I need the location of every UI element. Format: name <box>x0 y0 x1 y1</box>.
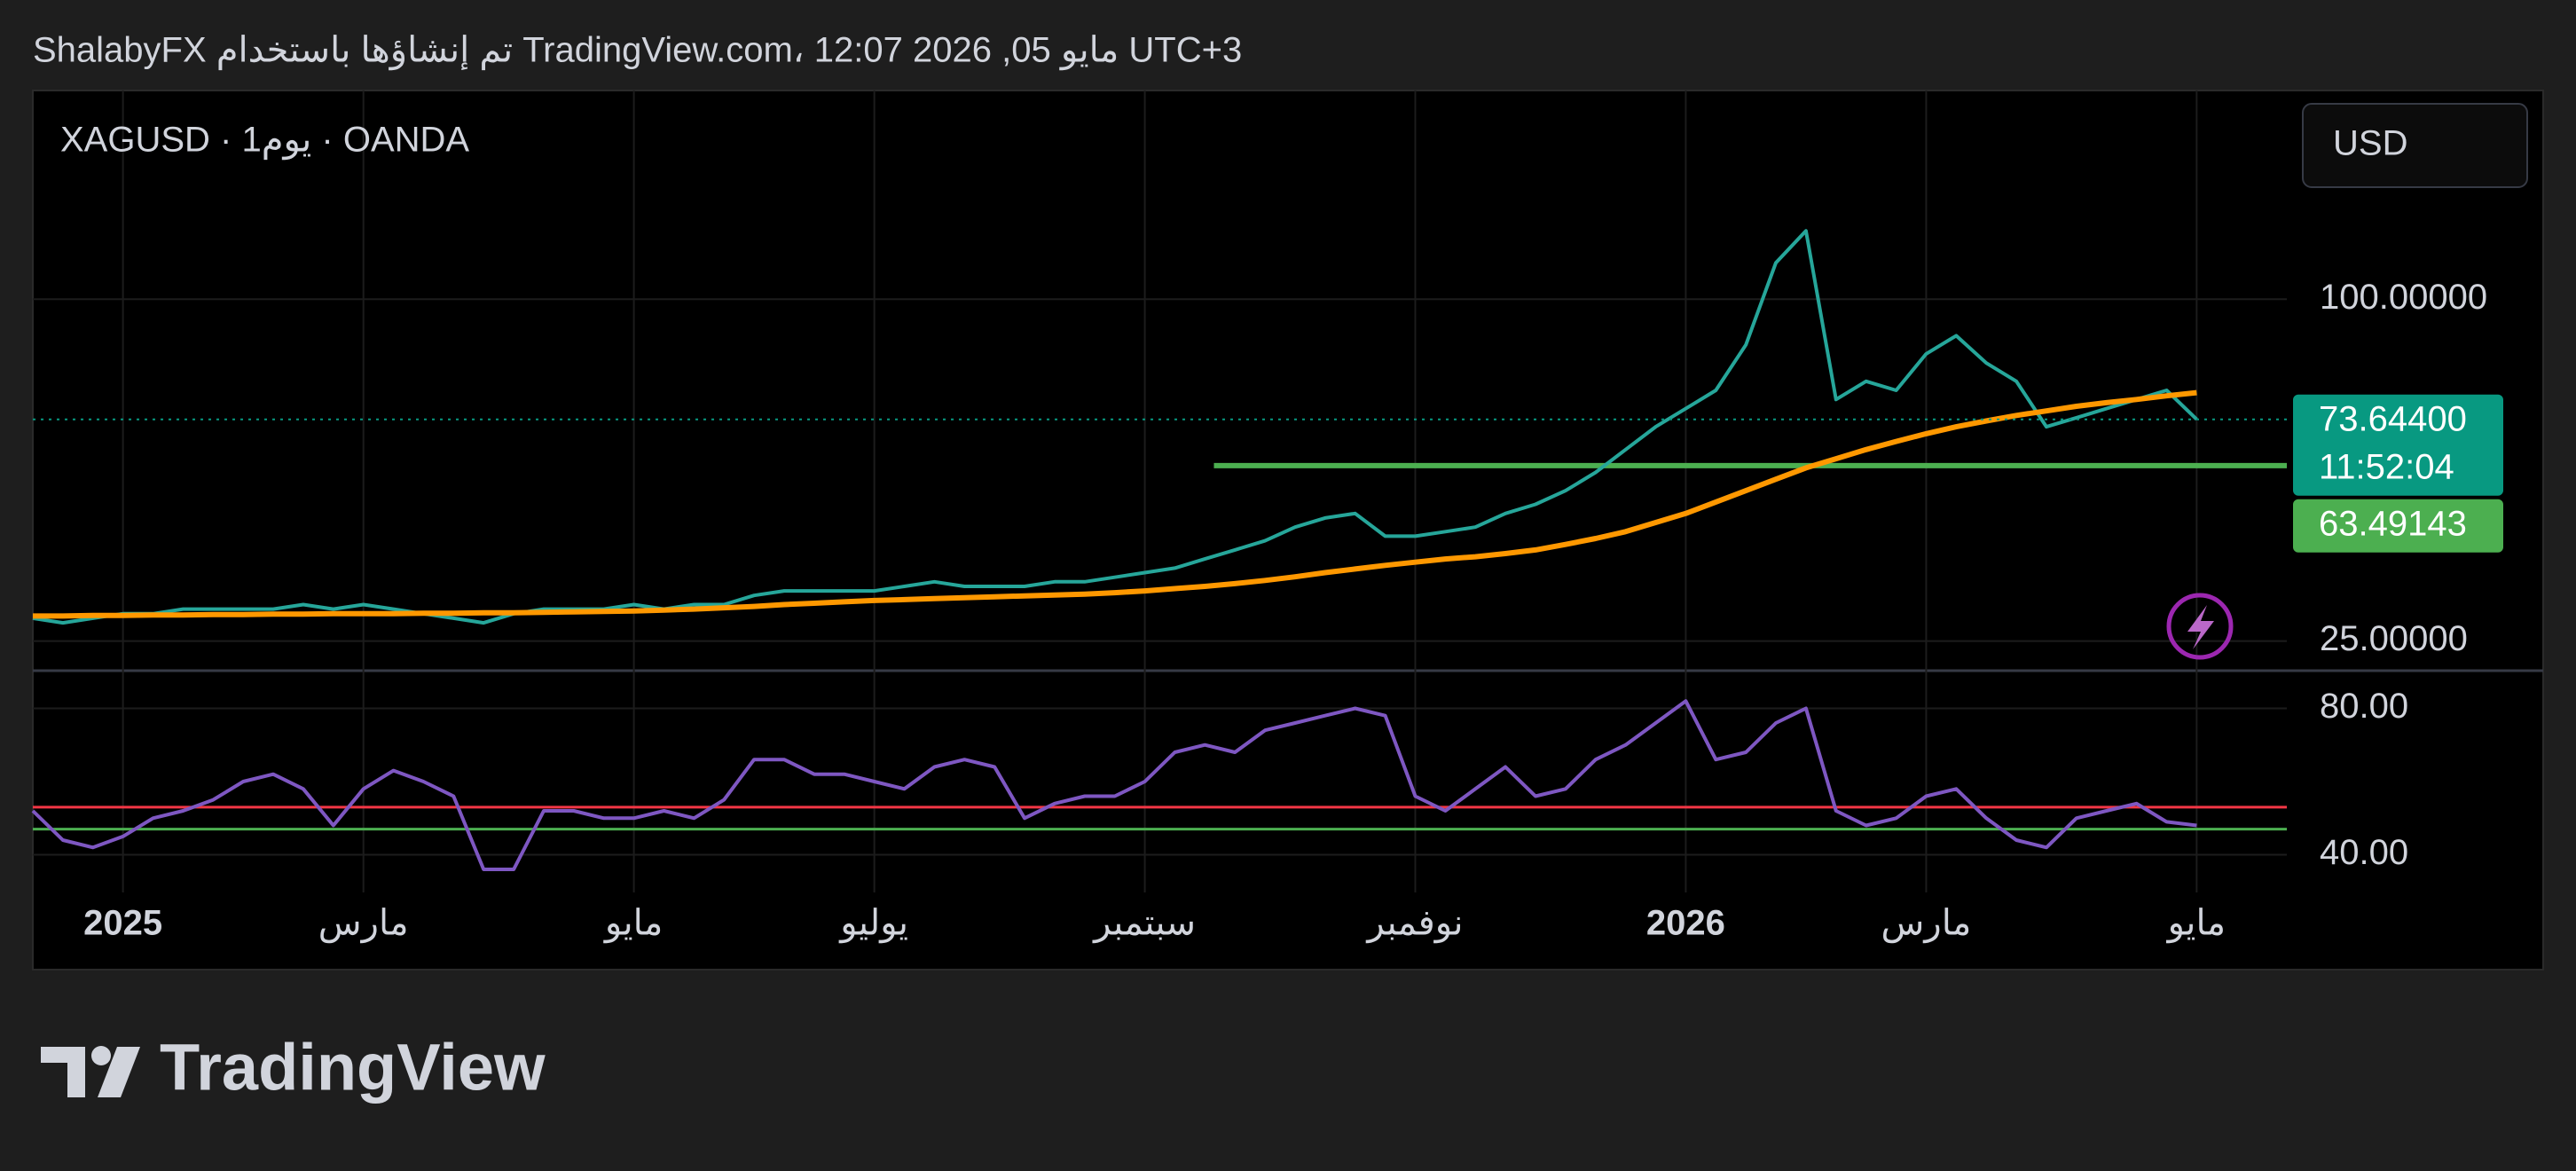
y-tick-label: 25.00000 <box>2320 619 2468 658</box>
y-tick-label: 80.00 <box>2320 687 2408 726</box>
x-tick-label: 2026 <box>1646 904 1725 943</box>
marks <box>31 229 2287 871</box>
currency-button[interactable] <box>2302 103 2528 188</box>
lightning <box>2187 605 2214 649</box>
last-price-box <box>2293 394 2503 496</box>
series-line <box>32 229 2198 625</box>
currency-label[interactable]: USD <box>2333 124 2407 163</box>
x-tick-label: يوليو <box>838 904 908 944</box>
x-tick-label: 2025 <box>83 904 162 943</box>
logo-dot <box>91 1046 111 1065</box>
y-tick-label: 100.00000 <box>2320 278 2487 317</box>
x-tick-label: نوفمبر <box>1365 904 1463 944</box>
x-tick-label: مارس <box>318 904 409 944</box>
x-tick-label: مايو <box>603 904 663 944</box>
logo-mark <box>41 1047 85 1097</box>
chart-title: XAGUSD · 1يوم · OANDA <box>60 121 469 161</box>
alert-icon[interactable] <box>2166 593 2234 660</box>
logo-slash <box>98 1047 140 1097</box>
x-tick-label: مارس <box>1881 904 1972 944</box>
level-label: 63.49143 <box>2319 504 2467 543</box>
x-tick-label: سبتمبر <box>1092 904 1196 944</box>
y-tick-label: 40.00 <box>2320 833 2408 872</box>
x-tick-label: مايو <box>2166 904 2226 944</box>
last-price-label: 73.64400 <box>2319 399 2467 438</box>
series-line <box>31 699 2197 871</box>
grid <box>33 90 2287 892</box>
header-caption: ShalabyFX تم إنشاؤها باستخدام TradingVie… <box>33 31 1242 72</box>
brand: TradingView <box>160 1031 546 1104</box>
level-box <box>2293 499 2503 553</box>
series-line <box>33 389 2197 619</box>
countdown-label: 11:52:04 <box>2319 447 2454 486</box>
logo: TradingView <box>41 1031 546 1104</box>
